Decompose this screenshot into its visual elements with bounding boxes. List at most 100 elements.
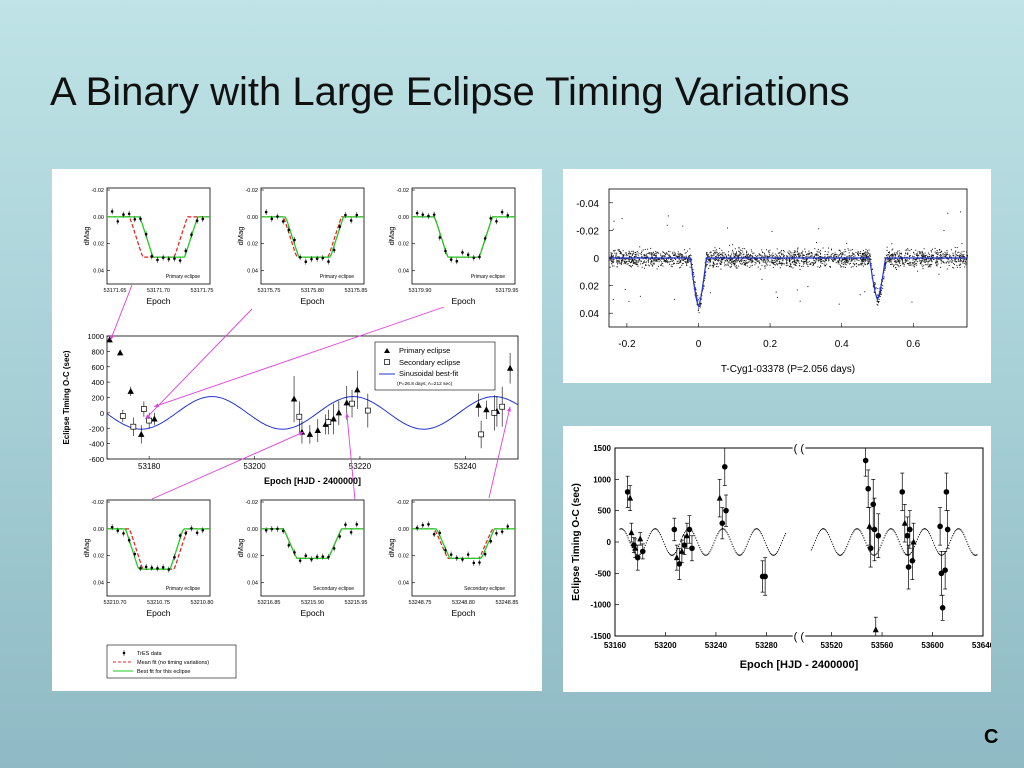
eclipse-ytick-label: -0.02 xyxy=(245,188,258,194)
sinusoid-dot xyxy=(745,545,747,548)
sinusoid-dot xyxy=(817,533,820,535)
lc-point xyxy=(628,258,630,260)
lc-point xyxy=(750,265,752,267)
lc-point xyxy=(886,259,888,261)
lc-point xyxy=(776,255,778,257)
lc-point xyxy=(848,255,850,257)
lc-point xyxy=(646,256,648,258)
lc-point xyxy=(877,300,879,302)
sinusoid-dot xyxy=(624,531,626,533)
lc-point xyxy=(921,254,923,256)
lc-point xyxy=(913,258,915,260)
lc-point xyxy=(956,254,958,256)
lc-point xyxy=(663,258,665,260)
lc-point xyxy=(948,264,950,266)
mean-fit-curve xyxy=(261,528,364,559)
lc-point xyxy=(852,258,854,260)
lc-point xyxy=(612,259,614,261)
lc-point xyxy=(882,287,884,289)
lc-point xyxy=(616,258,618,260)
lc-point xyxy=(779,258,781,260)
sinusoid-dot xyxy=(970,550,972,552)
lc-point xyxy=(858,252,860,254)
lc-point xyxy=(898,260,900,262)
lc-point xyxy=(838,303,840,305)
lc-point xyxy=(742,251,744,253)
lc-point xyxy=(867,258,869,260)
lc-point xyxy=(848,260,850,262)
lc-point xyxy=(671,266,673,268)
lc-point xyxy=(842,253,844,255)
sinusoid-dot xyxy=(693,533,695,535)
lc-point xyxy=(939,254,941,256)
lc-point xyxy=(891,243,893,245)
lc-point xyxy=(814,262,816,264)
lc-point xyxy=(898,254,900,256)
lc-point xyxy=(963,256,965,258)
lc-point xyxy=(672,253,674,255)
lc-point xyxy=(772,259,774,261)
lc-point xyxy=(865,248,867,250)
lc-point xyxy=(847,259,849,261)
lc-point xyxy=(798,254,800,256)
lc-point xyxy=(616,261,618,263)
eclipse-data-point xyxy=(276,527,279,531)
long-oc-triangle-point xyxy=(683,532,690,539)
sinusoid-dot xyxy=(714,539,716,542)
lc-point xyxy=(640,260,642,262)
lc-point xyxy=(838,261,840,263)
sinusoid-dot xyxy=(889,528,891,530)
lc-point xyxy=(742,254,744,256)
lc-point xyxy=(667,215,669,217)
lc-point xyxy=(900,255,902,257)
lc-point xyxy=(776,263,778,265)
lc-point xyxy=(921,256,923,258)
eclipse-data-point xyxy=(298,559,302,562)
lc-point xyxy=(856,259,858,261)
lc-point xyxy=(926,258,928,260)
lc-point xyxy=(764,256,766,258)
lc-point xyxy=(871,268,873,270)
lc-point xyxy=(657,259,659,261)
lc-point xyxy=(820,256,822,258)
lc-point xyxy=(916,253,918,255)
lc-point xyxy=(631,260,633,262)
lc-point xyxy=(896,258,898,260)
lc-point xyxy=(846,256,848,258)
lc-point xyxy=(961,260,963,262)
lc-point xyxy=(792,253,794,255)
lc-point xyxy=(875,287,877,289)
lc-point xyxy=(661,261,663,263)
lc-point xyxy=(864,291,866,293)
lc-point xyxy=(716,259,718,261)
lc-point xyxy=(740,253,742,255)
lc-point xyxy=(879,293,881,295)
lc-point xyxy=(641,263,643,265)
lc-point xyxy=(899,258,901,260)
lc-point xyxy=(700,306,702,308)
lc-point xyxy=(785,265,787,267)
sinusoid-dot xyxy=(885,533,887,535)
lc-point xyxy=(865,258,867,260)
lc-point xyxy=(738,247,740,249)
lc-point xyxy=(666,252,668,254)
lc-point xyxy=(617,262,619,264)
lc-point xyxy=(693,281,695,283)
lc-point xyxy=(901,261,903,263)
eclipse-data-point xyxy=(506,525,510,528)
lc-point xyxy=(935,261,937,263)
lc-point xyxy=(843,258,845,260)
lc-point xyxy=(759,268,761,270)
lc-point xyxy=(808,256,810,258)
lc-point xyxy=(789,253,791,255)
lc-point xyxy=(959,256,961,258)
lc-point xyxy=(908,264,910,266)
lc-point xyxy=(874,281,876,283)
lc-model-line xyxy=(609,257,967,308)
sinusoid-dot xyxy=(711,547,713,549)
long-oc-circle-point xyxy=(871,526,878,533)
sinusoid-dot xyxy=(740,554,742,556)
lc-point xyxy=(644,260,646,262)
